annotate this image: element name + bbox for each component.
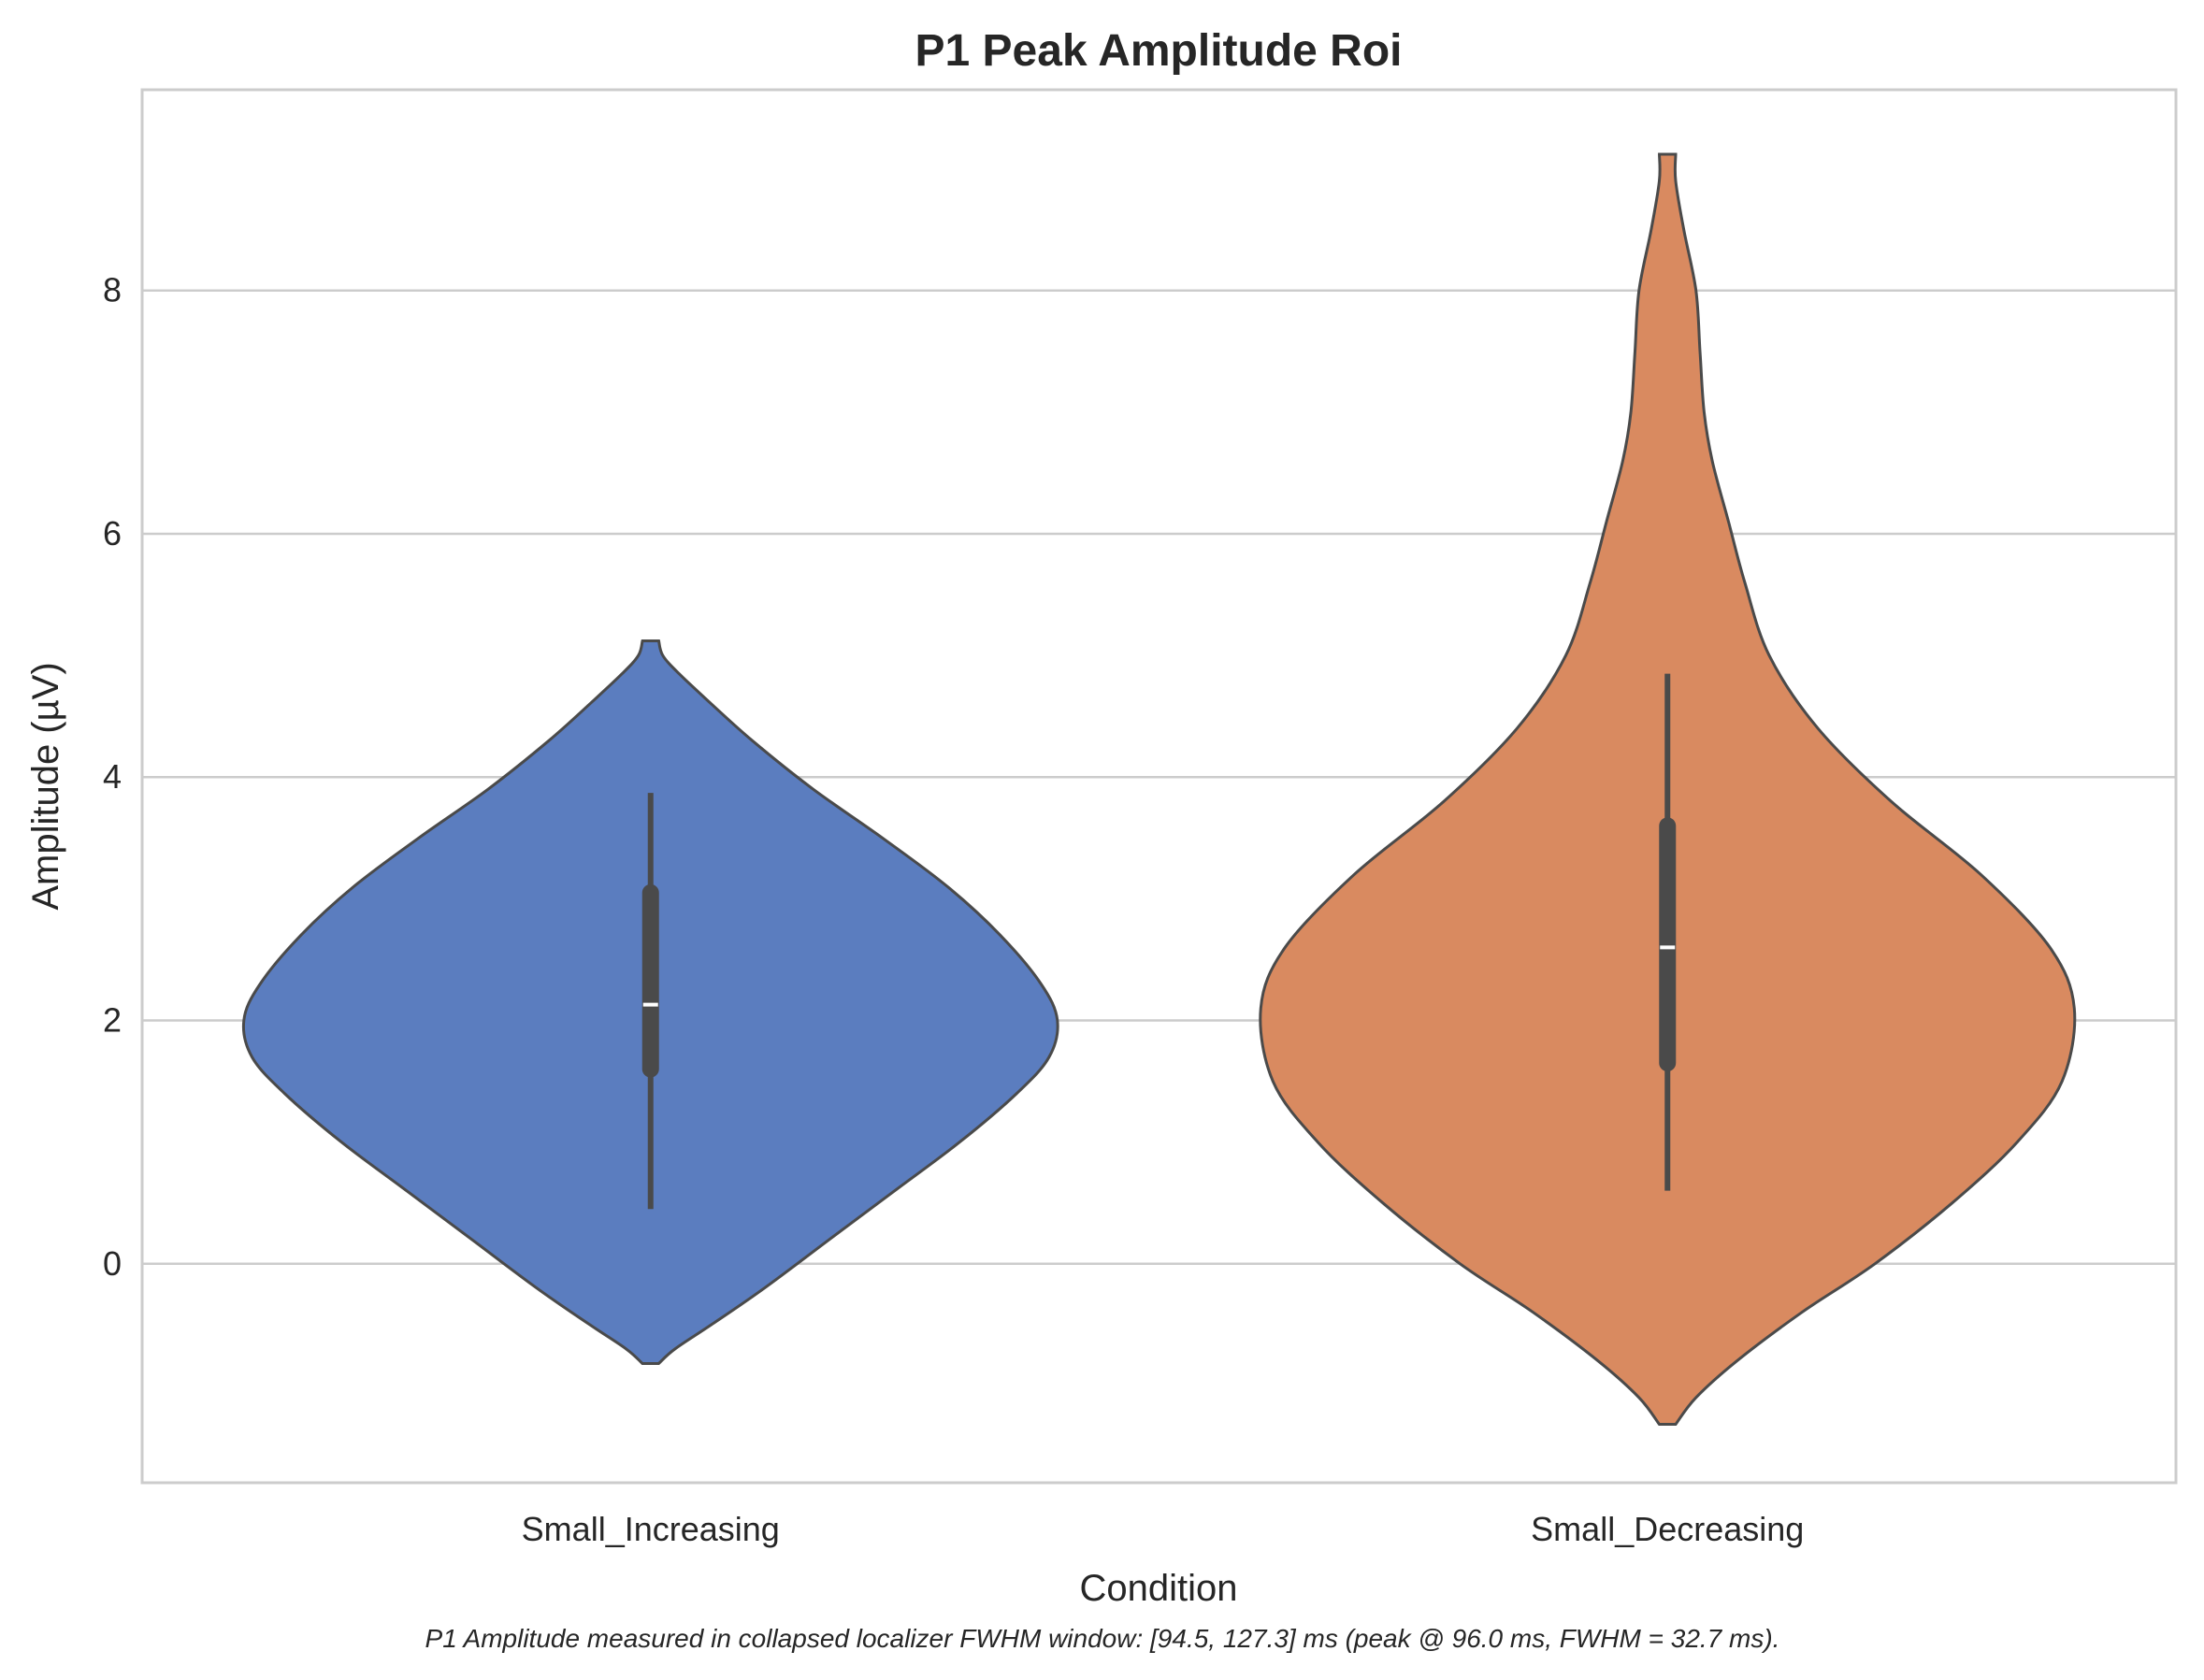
x-tick-label-small-decreasing: Small_Decreasing	[1531, 1510, 1804, 1548]
y-axis-label: Amplitude (µV)	[25, 662, 66, 910]
y-tick-label-4: 4	[103, 757, 122, 796]
chart-title: P1 Peak Amplitude Roi	[915, 26, 1402, 76]
chart-caption: P1 Amplitude measured in collapsed local…	[425, 1624, 1780, 1653]
x-axis-label: Condition	[1079, 1568, 1237, 1609]
y-tick-label-2: 2	[103, 1001, 122, 1040]
y-tick-label-6: 6	[103, 514, 122, 553]
violins	[241, 152, 2077, 1427]
x-tick-label-small-increasing: Small_Increasing	[522, 1510, 780, 1548]
x-tick-labels: Small_Increasing Small_Decreasing	[522, 1510, 1805, 1548]
plot-frame	[140, 88, 2178, 1485]
y-tick-label-8: 8	[103, 271, 122, 309]
y-tick-labels: 0 2 4 6 8	[103, 271, 122, 1283]
y-tick-label-0: 0	[103, 1244, 122, 1283]
